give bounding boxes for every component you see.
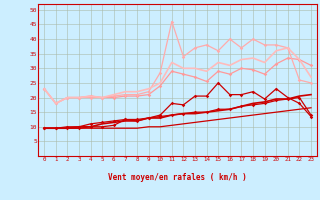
X-axis label: Vent moyen/en rafales ( km/h ): Vent moyen/en rafales ( km/h ) bbox=[108, 174, 247, 182]
